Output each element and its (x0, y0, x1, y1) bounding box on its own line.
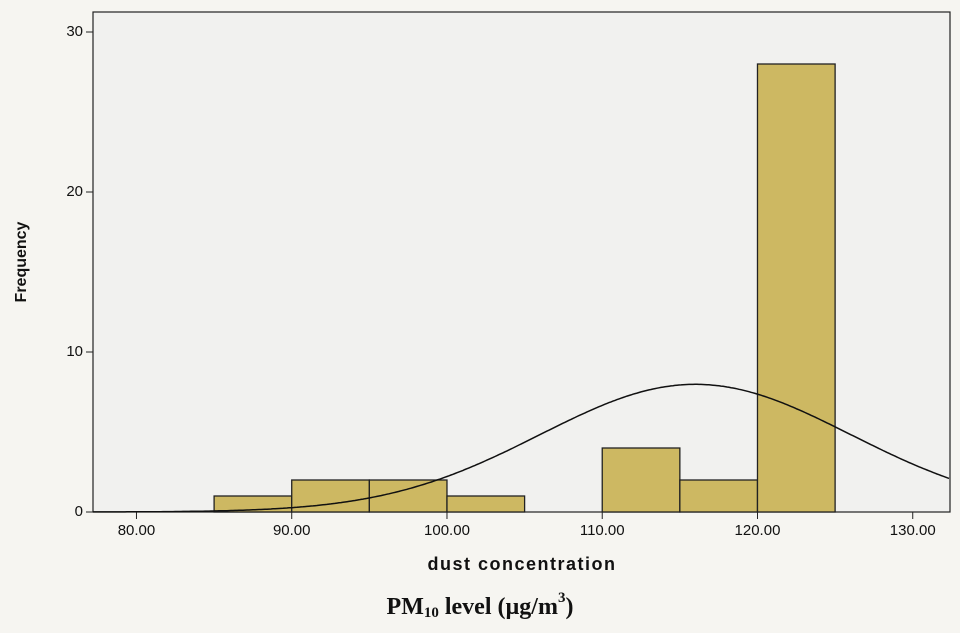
x-tick-label: 110.00 (580, 522, 625, 539)
y-tick-label: 30 (66, 23, 83, 40)
y-tick-label: 10 (66, 343, 83, 360)
x-tick-label: 120.00 (735, 522, 781, 539)
x-axis-label: dust concentration (427, 554, 616, 574)
bar (601, 447, 681, 513)
normal-curve (93, 383, 950, 513)
caption-part: 3 (558, 590, 566, 606)
y-tick-label: 20 (66, 183, 83, 200)
bar (679, 479, 759, 513)
caption-part: level (µg/m (439, 594, 558, 620)
x-tick-label: 100.00 (424, 522, 470, 539)
x-tick-label: 90.00 (273, 522, 311, 539)
caption-part: PM (387, 594, 424, 620)
x-tick-label: 130.00 (890, 522, 936, 539)
bar (756, 63, 836, 513)
y-tick-label: 0 (75, 503, 83, 520)
x-tick-label: 80.00 (118, 522, 156, 539)
caption-part: ) (565, 594, 573, 620)
caption: PM10 level (µg/m3) (387, 590, 574, 621)
y-axis-label: Frequency (13, 221, 30, 302)
caption-part: 10 (424, 605, 439, 621)
bar (368, 479, 448, 513)
bar (446, 495, 526, 513)
